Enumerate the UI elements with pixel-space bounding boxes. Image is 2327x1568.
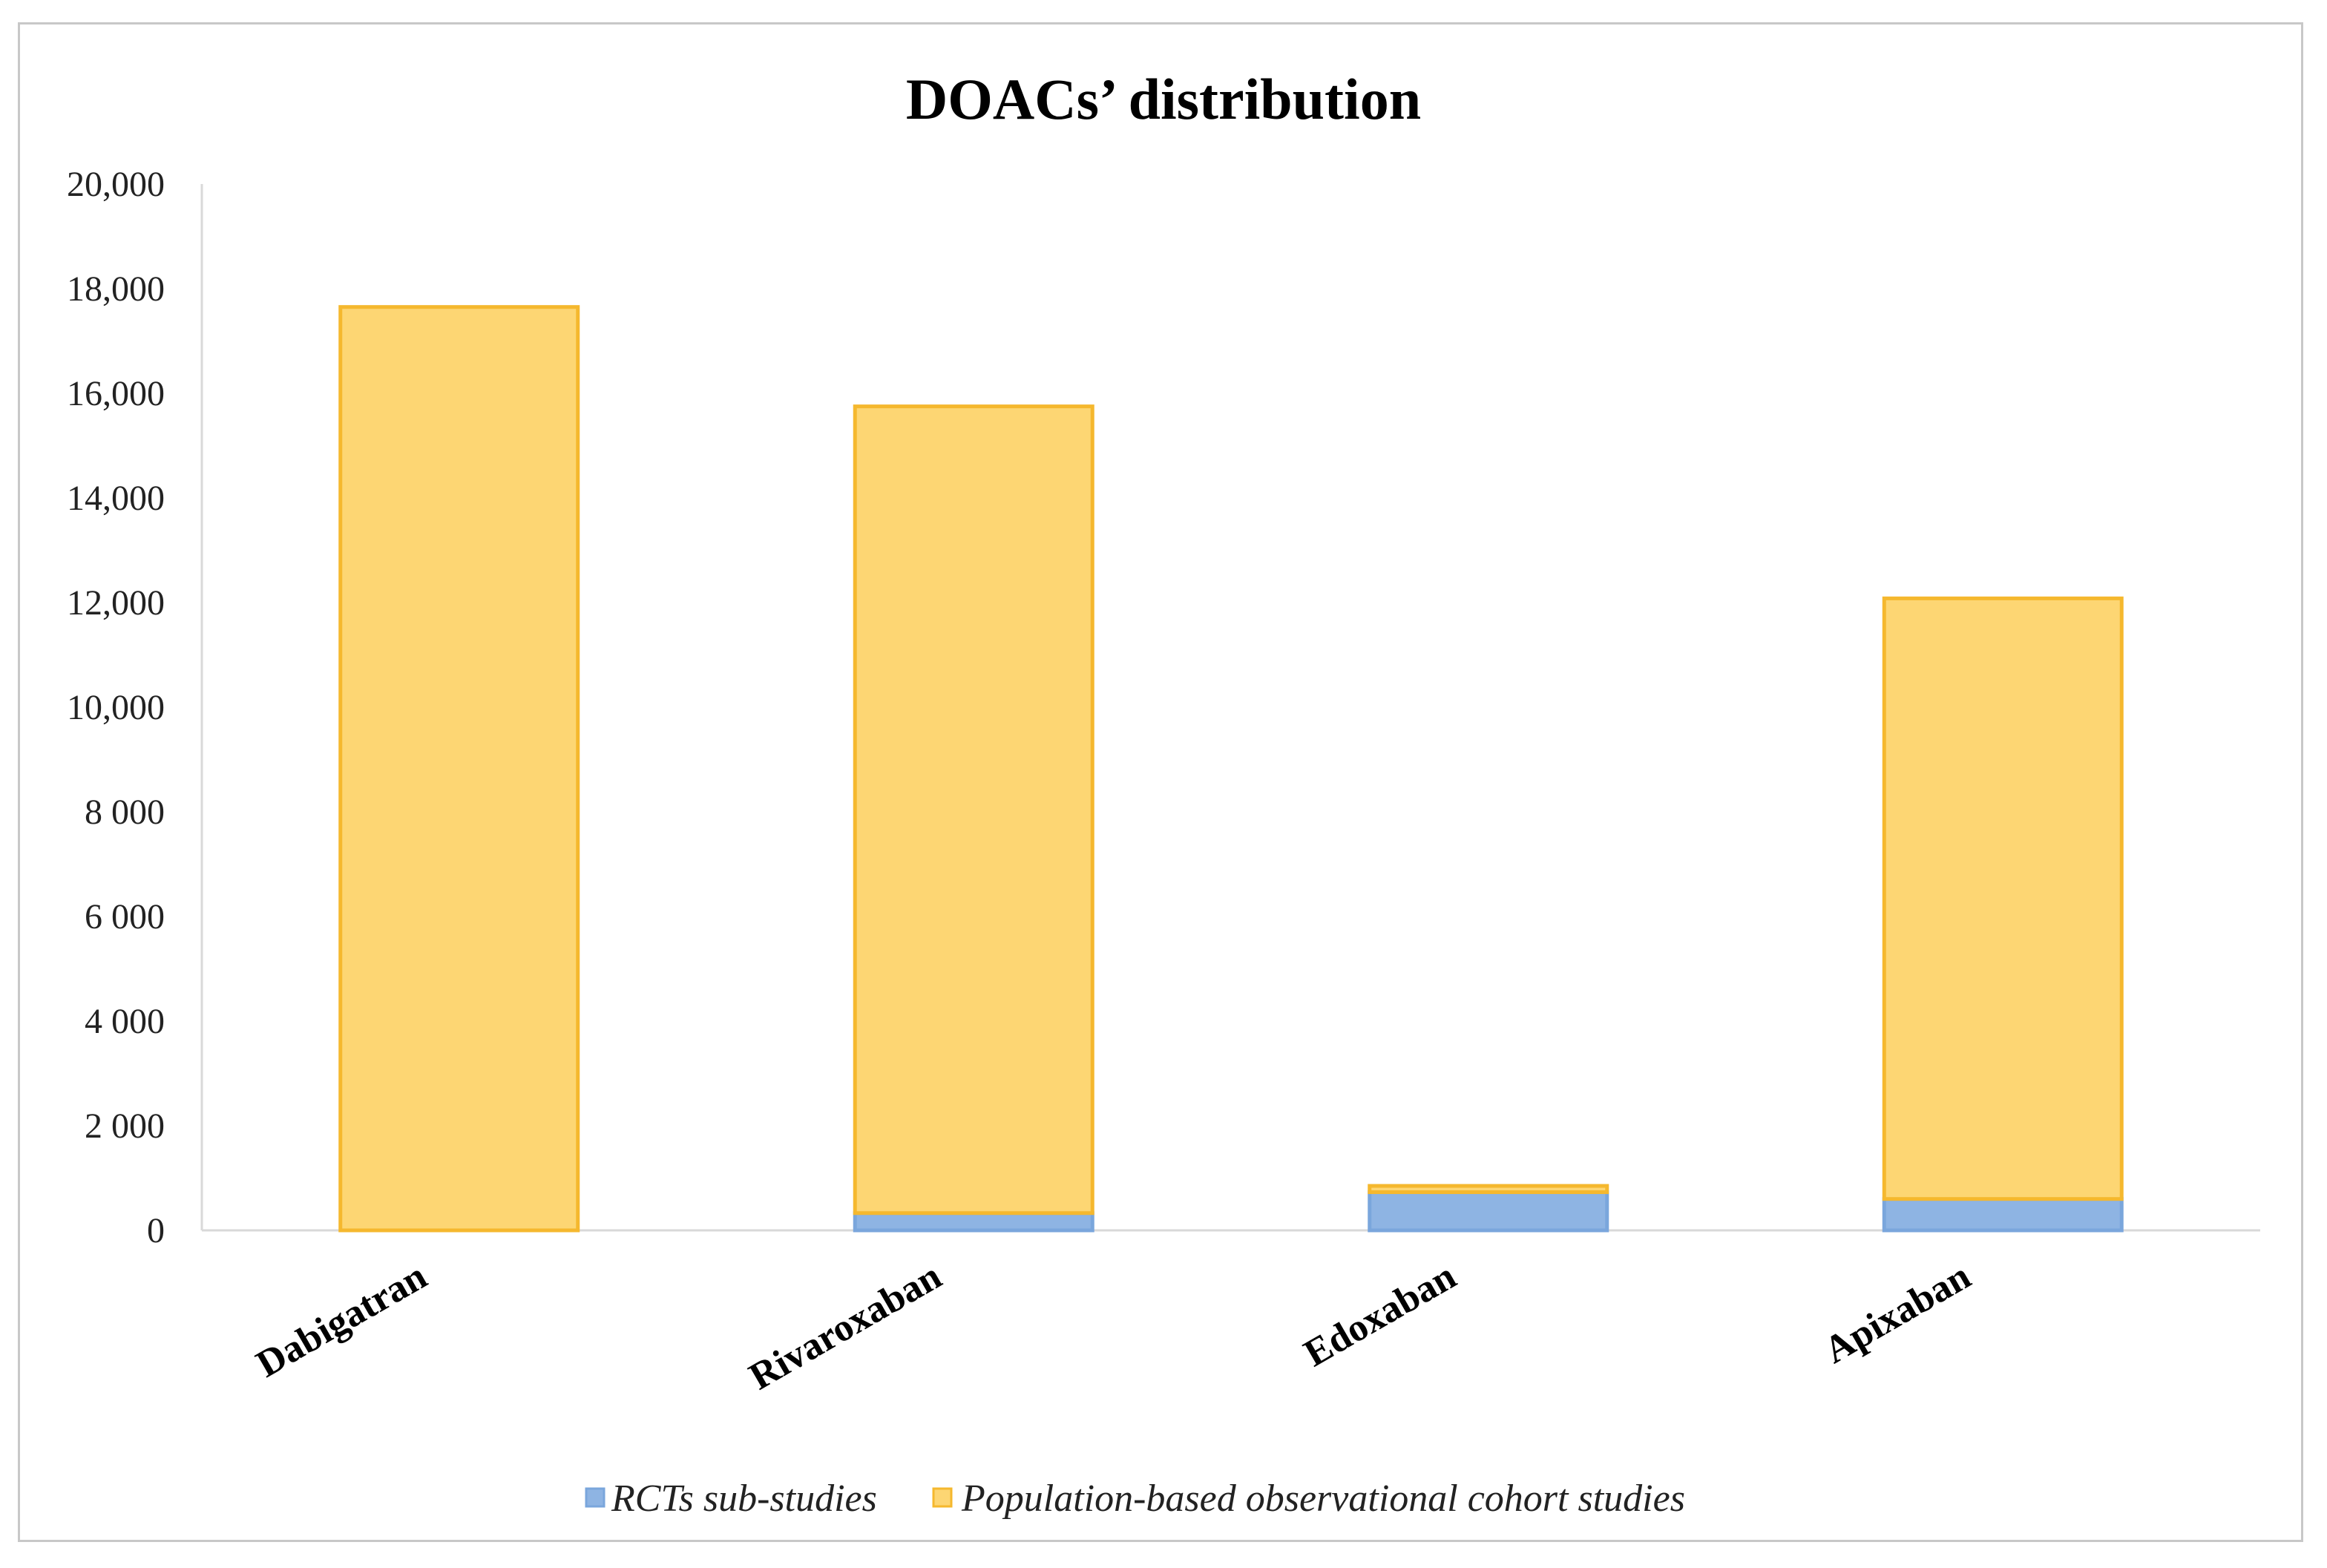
y-tick-label: 14,000 xyxy=(67,479,165,518)
x-tick-label: Rivaroxaban xyxy=(742,1255,948,1398)
y-axis-ticks: 0 2 000 4 000 6 000 8 000 10,000 12,000 14,000 1… xyxy=(67,165,165,1250)
y-tick-label: 6 000 xyxy=(85,897,165,936)
x-axis-ticks: Dabigatran Rivaroxaban Edoxaban Apixaban xyxy=(249,1255,1978,1398)
legend-swatch xyxy=(585,1487,605,1508)
y-tick-label: 0 xyxy=(147,1211,165,1250)
y-tick-label: 18,000 xyxy=(67,269,165,309)
y-tick-label: 2 000 xyxy=(85,1106,165,1146)
bar-rivaroxaban-series-1 xyxy=(853,404,1094,1216)
y-tick-label: 10,000 xyxy=(67,688,165,727)
bars-group xyxy=(338,305,2124,1233)
y-tick-label: 8 000 xyxy=(85,793,165,832)
y-tick-label: 20,000 xyxy=(67,165,165,204)
legend-label: RCTs sub-studies xyxy=(611,1477,877,1520)
chart-title: DOACs’ distribution xyxy=(906,67,1421,131)
x-tick-label: Edoxaban xyxy=(1297,1255,1463,1375)
y-tick-label: 4 000 xyxy=(85,1002,165,1041)
bar-apixaban-series-0 xyxy=(1882,1197,2124,1233)
legend-swatch xyxy=(932,1487,953,1508)
bar-rivaroxaban-series-0 xyxy=(853,1211,1094,1233)
y-tick-label: 12,000 xyxy=(67,583,165,623)
x-tick-label: Dabigatran xyxy=(249,1255,434,1386)
legend: RCTs sub-studies Population-based observa… xyxy=(585,1477,1685,1520)
bar-dabigatran-series-1 xyxy=(338,305,580,1233)
legend-label: Population-based observational cohort st… xyxy=(961,1477,1685,1520)
bar-edoxaban-series-1 xyxy=(1368,1184,1609,1195)
bar-apixaban-series-1 xyxy=(1882,596,2124,1201)
bar-edoxaban-series-0 xyxy=(1368,1190,1609,1233)
x-tick-label: Apixaban xyxy=(1817,1255,1978,1372)
y-tick-label: 16,000 xyxy=(67,374,165,413)
